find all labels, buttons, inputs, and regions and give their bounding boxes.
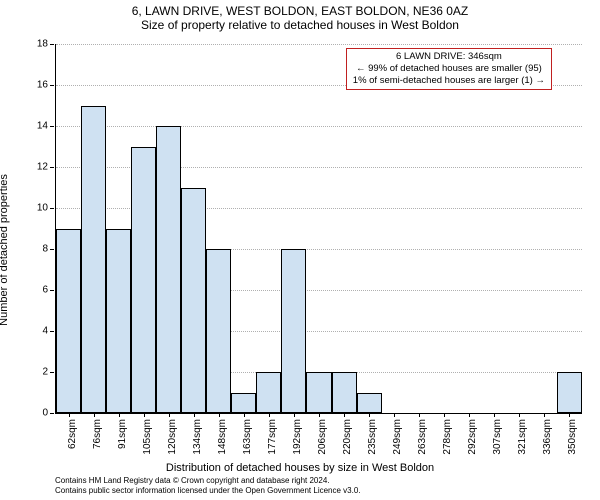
y-tick-label: 2 <box>42 367 56 378</box>
y-tick-label: 6 <box>42 285 56 296</box>
x-tick <box>369 413 370 417</box>
histogram-bar <box>357 393 382 414</box>
x-tick-label: 350sqm <box>567 419 578 455</box>
histogram-bar <box>231 393 256 414</box>
x-tick <box>194 413 195 417</box>
y-tick-label: 10 <box>37 203 56 214</box>
title-block: 6, LAWN DRIVE, WEST BOLDON, EAST BOLDON,… <box>0 4 600 33</box>
x-tick-label: 321sqm <box>517 419 528 455</box>
x-tick <box>569 413 570 417</box>
gridline <box>56 126 582 127</box>
x-tick-label: 105sqm <box>142 419 153 455</box>
x-tick <box>544 413 545 417</box>
histogram-bar <box>332 372 357 413</box>
x-tick <box>69 413 70 417</box>
x-tick-label: 220sqm <box>342 419 353 455</box>
chart-title-line2: Size of property relative to detached ho… <box>0 18 600 32</box>
annotation-line3: 1% of semi-detached houses are larger (1… <box>353 75 545 87</box>
x-tick-label: 278sqm <box>442 419 453 455</box>
x-tick <box>419 413 420 417</box>
y-tick-label: 0 <box>42 408 56 419</box>
chart-title-line1: 6, LAWN DRIVE, WEST BOLDON, EAST BOLDON,… <box>0 4 600 18</box>
y-tick-label: 8 <box>42 244 56 255</box>
histogram-bar <box>206 249 231 413</box>
y-tick-label: 12 <box>37 162 56 173</box>
x-tick-label: 249sqm <box>392 419 403 455</box>
histogram-bar <box>131 147 156 414</box>
histogram-bar <box>256 372 281 413</box>
annotation-line1: 6 LAWN DRIVE: 346sqm <box>353 51 545 63</box>
x-tick <box>219 413 220 417</box>
histogram-bar <box>306 372 331 413</box>
histogram-bar <box>156 126 181 413</box>
x-tick <box>494 413 495 417</box>
x-tick-label: 148sqm <box>217 419 228 455</box>
y-tick-label: 4 <box>42 326 56 337</box>
y-tick-label: 18 <box>37 39 56 50</box>
x-tick <box>94 413 95 417</box>
histogram-bar <box>281 249 306 413</box>
x-tick <box>519 413 520 417</box>
chart-container: 6, LAWN DRIVE, WEST BOLDON, EAST BOLDON,… <box>0 0 600 500</box>
x-tick-label: 235sqm <box>367 419 378 455</box>
footer: Contains HM Land Registry data © Crown c… <box>55 476 582 496</box>
footer-line1: Contains HM Land Registry data © Crown c… <box>55 476 582 486</box>
x-tick-label: 163sqm <box>242 419 253 455</box>
x-tick-label: 76sqm <box>92 419 103 449</box>
plot-area: 02468101214161862sqm76sqm91sqm105sqm120s… <box>55 44 582 414</box>
annotation-line2: ← 99% of detached houses are smaller (95… <box>353 63 545 75</box>
x-tick-label: 206sqm <box>317 419 328 455</box>
histogram-bar <box>56 229 81 414</box>
x-tick <box>344 413 345 417</box>
y-axis-title: Number of detached properties <box>0 174 10 326</box>
x-tick-label: 263sqm <box>417 419 428 455</box>
x-tick <box>294 413 295 417</box>
x-tick <box>444 413 445 417</box>
annotation-box: 6 LAWN DRIVE: 346sqm ← 99% of detached h… <box>346 48 552 90</box>
x-tick-label: 307sqm <box>492 419 503 455</box>
x-tick-label: 91sqm <box>117 419 128 449</box>
histogram-bar <box>181 188 206 414</box>
x-tick <box>269 413 270 417</box>
histogram-bar <box>81 106 106 414</box>
x-tick <box>469 413 470 417</box>
x-tick-label: 134sqm <box>192 419 203 455</box>
x-tick-label: 292sqm <box>467 419 478 455</box>
gridline <box>56 44 582 45</box>
x-tick <box>144 413 145 417</box>
footer-line2: Contains public sector information licen… <box>55 486 582 496</box>
x-tick <box>319 413 320 417</box>
y-axis-title-wrap: Number of detached properties <box>0 98 10 250</box>
x-tick-label: 192sqm <box>292 419 303 455</box>
x-tick-label: 120sqm <box>167 419 178 455</box>
x-axis-title: Distribution of detached houses by size … <box>166 462 434 474</box>
x-tick-label: 177sqm <box>267 419 278 455</box>
y-tick-label: 14 <box>37 121 56 132</box>
x-tick-label: 62sqm <box>67 419 78 449</box>
x-tick <box>244 413 245 417</box>
x-tick <box>394 413 395 417</box>
histogram-bar <box>557 372 582 413</box>
y-tick-label: 16 <box>37 80 56 91</box>
x-tick-label: 336sqm <box>542 419 553 455</box>
x-tick <box>119 413 120 417</box>
histogram-bar <box>106 229 131 414</box>
x-tick <box>169 413 170 417</box>
